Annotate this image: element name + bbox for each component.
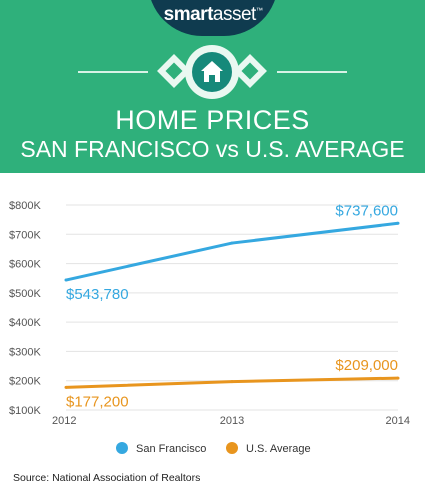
- data-point: [64, 278, 68, 282]
- y-tick-label: $300K: [9, 346, 41, 358]
- legend-swatch: [226, 442, 238, 454]
- y-tick-label: $600K: [9, 259, 41, 271]
- x-tick-label: 2013: [220, 415, 244, 427]
- source-note: Source: National Association of Realtors: [13, 472, 201, 484]
- data-label: $737,600: [335, 202, 398, 219]
- y-tick-label: $200K: [9, 376, 41, 388]
- x-tick-label: 2014: [386, 415, 410, 427]
- data-label: $177,200: [66, 393, 129, 410]
- data-point: [396, 376, 400, 380]
- house-badge: [185, 45, 239, 99]
- data-point: [230, 380, 234, 384]
- chart-subtitle: SAN FRANCISCO vs U.S. AVERAGE: [20, 136, 405, 162]
- brand-text: smartasset™: [163, 4, 263, 25]
- x-tick-label: 2012: [52, 415, 76, 427]
- y-tick-label: $500K: [9, 288, 41, 300]
- header-divider-right: [277, 71, 347, 73]
- data-label: $209,000: [335, 357, 398, 374]
- data-point: [64, 385, 68, 389]
- header-banner: smartasset™ HOME PRICES SAN FRANCISCO vs…: [0, 0, 425, 173]
- data-label: $543,780: [66, 286, 129, 303]
- y-tick-label: $800K: [9, 200, 41, 212]
- legend-swatch: [116, 442, 128, 454]
- brand-logo: smartasset™: [148, 0, 278, 36]
- legend-label: U.S. Average: [246, 443, 311, 455]
- line-chart: $100K $200K $300K $400K $500K $600K $700K $800K…: [9, 200, 410, 455]
- data-point: [230, 241, 234, 245]
- y-tick-label: $400K: [9, 317, 41, 329]
- y-tick-label: $100K: [9, 405, 41, 417]
- header-divider-left: [78, 71, 148, 73]
- series-line-0: [65, 221, 399, 282]
- legend-label: San Francisco: [136, 443, 206, 455]
- data-point: [396, 221, 400, 225]
- house-icon: [201, 61, 223, 82]
- chart-title: HOME PRICES: [115, 105, 310, 135]
- y-tick-label: $700K: [9, 229, 41, 241]
